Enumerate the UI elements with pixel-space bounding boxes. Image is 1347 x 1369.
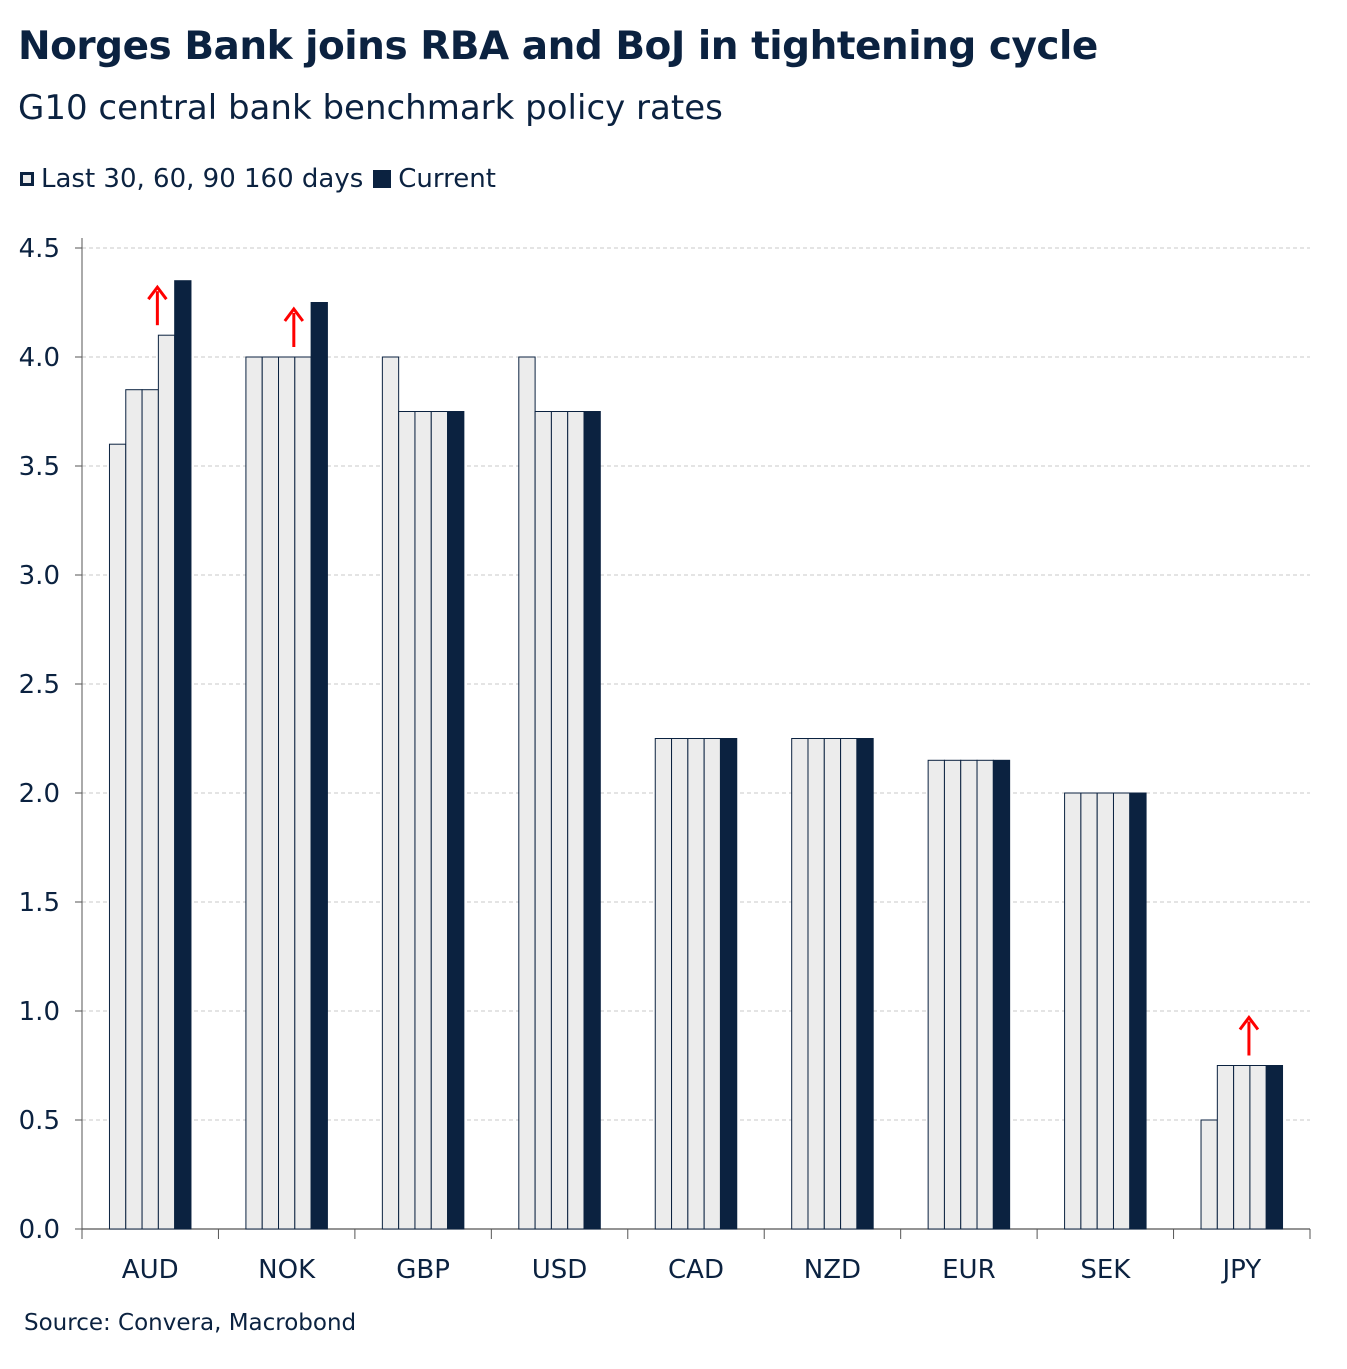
bar-past-jpy — [1200, 1119, 1218, 1230]
legend-past-swatch — [20, 172, 34, 186]
bar-current-gbp — [447, 411, 465, 1230]
chart-title: Norges Bank joins RBA and BoJ in tighten… — [18, 24, 1098, 69]
bar-past-aud — [125, 389, 143, 1230]
bar-past-eur — [927, 759, 945, 1230]
bar-past-jpy — [1233, 1065, 1251, 1230]
bar-past-nzd — [823, 738, 842, 1230]
bar-current-nok — [310, 302, 328, 1230]
y-tick-label: 1.5 — [19, 888, 60, 918]
bar-past-sek — [1064, 792, 1082, 1230]
x-tick-label: SEK — [1080, 1255, 1131, 1285]
bar-past-eur — [976, 759, 994, 1230]
bar-past-sek — [1112, 792, 1131, 1230]
hike-arrow-nok — [283, 306, 305, 347]
bar-past-jpy — [1249, 1065, 1267, 1230]
bar-past-aud — [141, 389, 159, 1230]
bar-past-nzd — [840, 738, 858, 1230]
bar-past-gbp — [414, 411, 432, 1230]
y-tick-label: 4.5 — [19, 234, 60, 264]
bar-past-usd — [534, 411, 552, 1230]
y-tick-label: 3.0 — [19, 561, 60, 591]
bar-current-usd — [583, 411, 601, 1230]
bar-past-jpy — [1216, 1065, 1235, 1230]
bar-past-nok — [261, 356, 280, 1230]
y-tick-label: 2.0 — [19, 779, 60, 809]
bar-past-cad — [654, 738, 673, 1230]
bar-current-sek — [1129, 792, 1147, 1230]
bar-past-gbp — [398, 411, 416, 1230]
x-tick-label: NOK — [258, 1255, 316, 1285]
bar-past-aud — [108, 443, 127, 1230]
bar-past-cad — [703, 738, 721, 1230]
bar-current-jpy — [1265, 1065, 1284, 1230]
bar-current-nzd — [856, 738, 874, 1230]
legend: Last 30, 60, 90 160 days Current — [20, 164, 496, 194]
y-tick-label: 0.0 — [19, 1215, 60, 1245]
bar-past-gbp — [430, 411, 449, 1230]
bar-past-sek — [1096, 792, 1114, 1230]
source-note: Source: Convera, Macrobond — [24, 1310, 357, 1336]
y-tick-label: 3.5 — [19, 452, 60, 482]
bar-past-usd — [518, 356, 536, 1230]
bar-past-cad — [687, 738, 705, 1230]
bar-current-eur — [992, 759, 1011, 1230]
bar-past-gbp — [381, 356, 400, 1230]
x-tick-label: USD — [532, 1255, 588, 1285]
y-tick-label: 2.5 — [19, 670, 60, 700]
bar-current-cad — [719, 738, 738, 1230]
hike-arrow-jpy — [1238, 1015, 1260, 1056]
x-tick-label: AUD — [122, 1255, 179, 1285]
bar-past-sek — [1080, 792, 1098, 1230]
x-tick-label: NZD — [804, 1255, 861, 1285]
x-tick-label: JPY — [1220, 1255, 1261, 1285]
x-tick-label: EUR — [942, 1255, 996, 1285]
bar-past-usd — [550, 411, 569, 1230]
hike-arrow-aud — [147, 284, 168, 326]
bar-past-nok — [245, 356, 263, 1230]
bar-past-nzd — [807, 738, 825, 1230]
legend-current-swatch — [373, 170, 392, 188]
y-tick-label: 1.0 — [19, 997, 60, 1027]
bar-past-eur — [943, 759, 962, 1230]
bar-past-cad — [671, 738, 689, 1230]
bar-past-nok — [278, 356, 296, 1230]
chart-subtitle: G10 central bank benchmark policy rates — [18, 88, 723, 128]
bar-past-usd — [567, 411, 585, 1230]
bar-past-nok — [294, 356, 312, 1230]
legend-past-label: Last 30, 60, 90 160 days — [41, 164, 364, 194]
x-tick-label: CAD — [668, 1255, 724, 1285]
x-tick-label: GBP — [396, 1255, 450, 1285]
bar-current-aud — [174, 280, 192, 1230]
bar-past-aud — [157, 334, 176, 1230]
y-tick-label: 4.0 — [19, 343, 60, 373]
y-tick-label: 0.5 — [19, 1106, 60, 1136]
legend-current-label: Current — [398, 164, 496, 194]
bar-past-nzd — [791, 738, 809, 1230]
bar-past-eur — [960, 759, 978, 1230]
